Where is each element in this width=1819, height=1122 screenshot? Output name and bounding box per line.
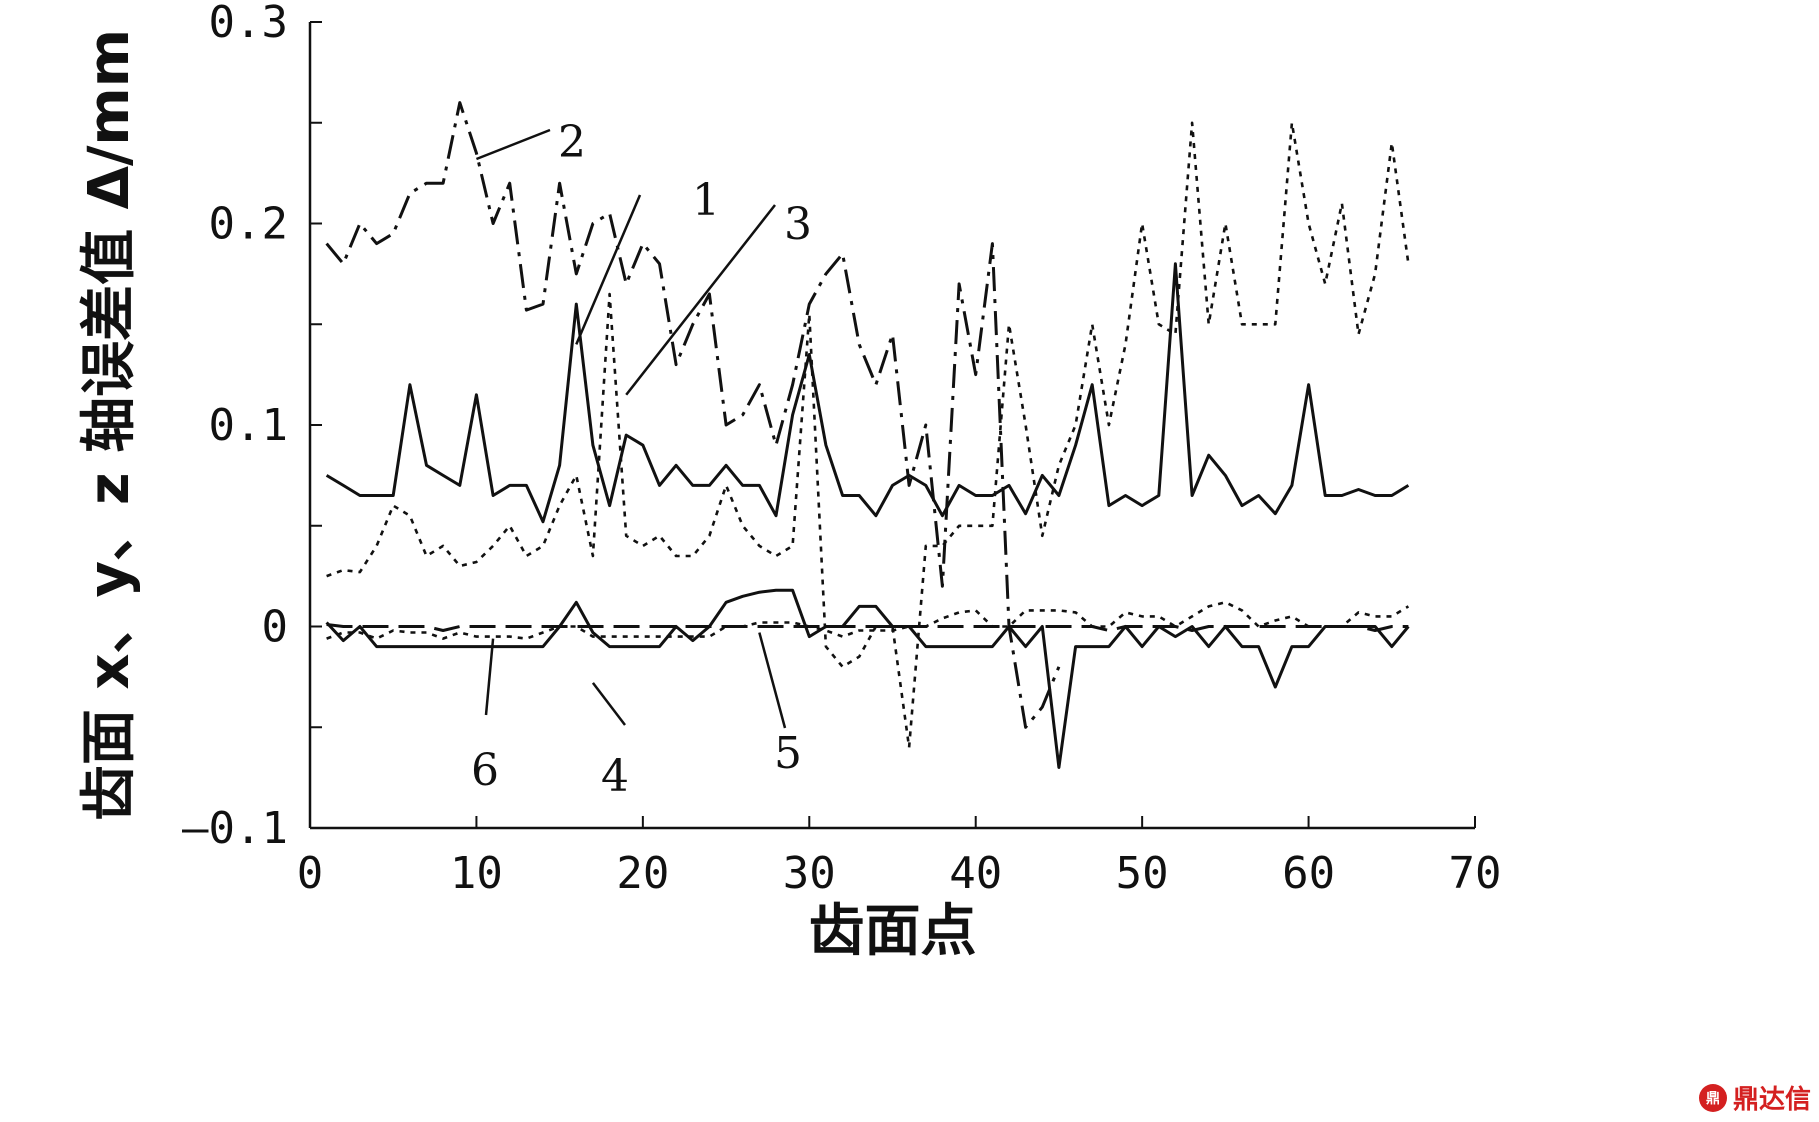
y-tick-label: 0.2 bbox=[209, 199, 288, 250]
callout-leader-2 bbox=[475, 128, 551, 161]
series-label-2: 2 bbox=[558, 117, 586, 168]
x-tick-label: 30 bbox=[783, 848, 836, 899]
x-tick-label: 0 bbox=[297, 848, 324, 899]
callout-leader-5 bbox=[758, 632, 787, 729]
x-tick-label: 10 bbox=[450, 848, 503, 899]
watermark-text: 鼎达信 bbox=[1732, 1085, 1811, 1115]
series-label-3: 3 bbox=[784, 199, 812, 250]
x-tick-label: 20 bbox=[616, 848, 669, 899]
axes: —0.100.10.20.30 10 20 30 40 50 60 70 bbox=[182, 0, 1501, 899]
series-label-5: 5 bbox=[774, 728, 802, 779]
y-axis-title: 齿面 x、y、z 轴误差值 Δ/mm bbox=[77, 29, 142, 821]
y-tick-label: 0.3 bbox=[209, 0, 288, 48]
x-tick-label: 40 bbox=[949, 848, 1002, 899]
y-tick-label: —0.1 bbox=[182, 803, 288, 854]
y-tick-label: 0 bbox=[262, 602, 289, 653]
watermark-logo-icon: 鼎 bbox=[1698, 1083, 1727, 1112]
series-line-4 bbox=[325, 588, 1410, 769]
watermark: 鼎 鼎达信 bbox=[1698, 1079, 1811, 1116]
x-tick-label: 50 bbox=[1116, 848, 1169, 899]
callout-leader-6 bbox=[484, 638, 495, 716]
series-line-2 bbox=[325, 101, 1061, 729]
series-line-1 bbox=[325, 262, 1410, 524]
series-label-4: 4 bbox=[601, 751, 629, 802]
series-line-3 bbox=[326, 121, 1410, 749]
series-label-1: 1 bbox=[692, 175, 720, 226]
callout-leader-1 bbox=[575, 194, 642, 345]
x-tick-label: 60 bbox=[1282, 848, 1335, 899]
callout-leader-4 bbox=[591, 682, 626, 726]
series-label-6: 6 bbox=[471, 745, 499, 796]
callout-leader-3 bbox=[625, 204, 776, 396]
series-line-5 bbox=[326, 623, 1409, 632]
callout-layer: 1 2 3 4 5 6 bbox=[471, 117, 812, 802]
y-tick-label: 0.1 bbox=[209, 400, 288, 451]
series-layer bbox=[325, 101, 1410, 769]
x-axis-title: 齿面点 bbox=[809, 899, 977, 964]
series-line-6 bbox=[326, 600, 1410, 640]
x-tick-label: 70 bbox=[1449, 848, 1502, 899]
